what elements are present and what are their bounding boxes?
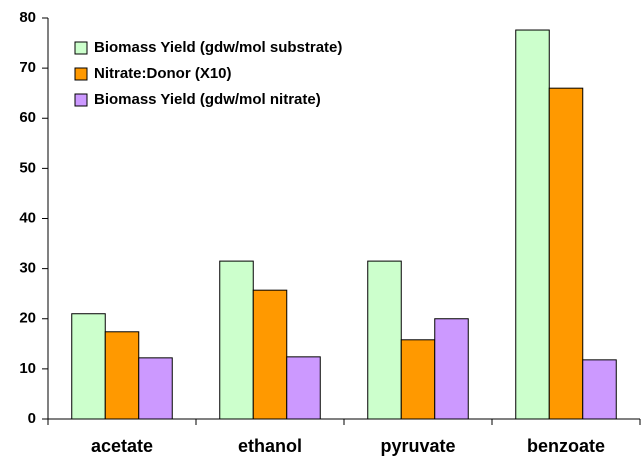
legend-label: Biomass Yield (gdw/mol substrate) [94,39,342,56]
bar [434,318,469,420]
y-tick-label: 80 [19,9,36,26]
bar [515,29,550,420]
legend-swatch [74,67,88,81]
y-tick-label: 40 [19,209,36,226]
y-tick-label: 20 [19,310,36,327]
y-tick-label: 30 [19,260,36,277]
legend-swatch [74,41,88,55]
bar [582,359,617,420]
y-tick-label: 70 [19,59,36,76]
x-tick-label: ethanol [238,436,302,456]
bar [71,313,106,420]
y-tick-label: 0 [28,410,36,427]
x-tick-label: acetate [91,436,153,456]
legend-swatch [74,93,88,107]
bar [400,339,436,420]
y-tick-label: 10 [19,360,36,377]
bar [252,289,288,420]
bar [367,260,402,420]
legend-label: Nitrate:Donor (X10) [94,65,232,82]
legend-label: Biomass Yield (gdw/mol nitrate) [94,91,321,108]
x-tick-label: pyruvate [380,436,455,456]
bar [286,356,321,420]
y-tick-label: 50 [19,159,36,176]
bar [138,357,173,420]
bar [219,260,254,420]
bar [104,331,140,420]
y-tick-label: 60 [19,109,36,126]
x-tick-label: benzoate [527,436,605,456]
bar [548,87,584,420]
